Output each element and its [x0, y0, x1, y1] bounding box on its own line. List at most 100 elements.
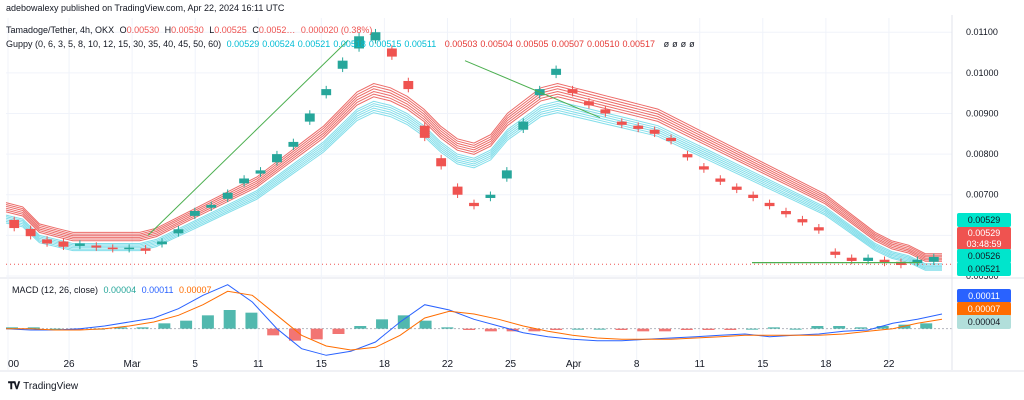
macd-histogram-bar	[332, 328, 345, 334]
guppy-fast-value-4: 0.00515	[368, 39, 402, 49]
candle-body	[436, 158, 447, 167]
time-tick-label: Mar	[124, 359, 142, 370]
macd-histogram-bar	[49, 328, 62, 330]
macd-histogram-bar	[550, 328, 563, 330]
guppy-slow-value-2: 0.00505	[515, 39, 549, 49]
macd-signal-value: 0.00007	[179, 285, 212, 295]
macd-histogram-bar	[441, 327, 454, 329]
candle-body	[600, 109, 611, 114]
candle-body	[222, 192, 233, 199]
published-line: adebowalexy published on TradingView.com…	[6, 3, 285, 13]
candle-body	[485, 194, 496, 198]
guppy-empty-value-0: ø	[663, 39, 670, 49]
time-tick-label: 00	[8, 359, 20, 370]
candle-body	[189, 210, 200, 216]
close-value: 0.0052…	[258, 25, 296, 35]
macd-histogram-bar	[245, 312, 258, 329]
macd-histogram-bar	[223, 310, 236, 329]
guppy-slow-value-1: 0.00504	[480, 39, 513, 49]
candle-body	[928, 256, 939, 262]
slow-ribbon-line	[5, 82, 942, 255]
close-label: C	[252, 25, 259, 35]
candle-body	[304, 113, 315, 122]
signal-line	[6, 290, 943, 351]
fast-guppy-tag: 0.00529	[957, 213, 1011, 227]
guppy-slow-value-4: 0.00510	[586, 39, 620, 49]
candle-body	[419, 125, 430, 138]
candle-body	[616, 121, 627, 125]
macd-histogram-bar	[920, 323, 933, 329]
macd-label[interactable]: MACD (12, 26, close)	[12, 285, 99, 295]
macd-histogram-bar	[593, 328, 606, 330]
macd-histogram-bar	[27, 327, 40, 329]
macd-histogram-bar	[702, 328, 715, 330]
symbol-name[interactable]: Tamadoge/Tether, 4h, OKX	[6, 25, 115, 35]
candle-body	[206, 204, 217, 208]
tradingview-brand[interactable]: 𝐓𝐕 TradingView	[8, 381, 78, 392]
macd-histogram-bar	[746, 328, 759, 330]
candle-body	[797, 219, 808, 223]
price-tick-label: 0.00800	[966, 149, 999, 159]
candle-body	[239, 178, 250, 184]
candle-body	[403, 80, 414, 90]
macd-histogram-bar	[659, 328, 671, 332]
macd-histogram-bar	[680, 328, 693, 330]
price-tick-label: 0.00500	[966, 271, 999, 281]
time-tick-label: 15	[757, 359, 769, 370]
rising-trendline	[147, 39, 349, 236]
candle-body	[140, 248, 151, 251]
guppy-ribbons	[5, 82, 942, 271]
open-label: O	[119, 25, 127, 35]
candle-body	[781, 210, 791, 215]
time-tick-label: 18	[379, 359, 391, 370]
brand-name: TradingView	[23, 381, 79, 392]
price-tick-label: 0.00700	[966, 190, 999, 200]
guppy-empty-value-2: ø	[680, 39, 687, 49]
candle-body	[830, 251, 841, 255]
candle-body	[9, 219, 20, 229]
fast-ribbon-line	[5, 112, 942, 271]
macd-line-tag: 0.00011	[957, 289, 1011, 303]
candle-body	[748, 194, 759, 198]
falling-trendline	[464, 60, 601, 119]
macd-signal-tag: 0.00007	[957, 302, 1011, 316]
last-price-tag: 0.00529 03:48:59	[957, 227, 1011, 250]
macd-histogram-bar	[180, 320, 193, 329]
open-value: 0.00530	[126, 25, 160, 35]
guppy-fast-value-1: 0.00524	[262, 39, 295, 49]
candle-body	[74, 243, 85, 246]
guppy-label[interactable]: Guppy (0, 6, 3, 5, 8, 10, 12, 15, 30, 35…	[6, 39, 222, 49]
time-tick-label: 26	[64, 359, 76, 370]
slow-ribbon-line	[5, 90, 942, 259]
time-tick-label: Apr	[566, 359, 582, 370]
candle-body	[469, 202, 479, 207]
candle-body	[42, 239, 52, 244]
macd-legend: MACD (12, 26, close) 0.00004 0.00011 0.0…	[12, 285, 215, 296]
macd-histogram-bar	[637, 328, 650, 332]
macd-histogram-bar	[767, 327, 780, 329]
candle-body	[863, 257, 874, 261]
guppy-empty-value-1: ø	[672, 39, 678, 49]
tradingview-logo-icon: 𝐓𝐕	[8, 381, 20, 392]
macd-panel	[5, 284, 952, 356]
candle-body	[551, 68, 562, 75]
candle-body	[354, 36, 364, 49]
macd-histogram-bar	[288, 328, 301, 341]
slow-guppy-tag-2: 0.00521	[957, 262, 1011, 276]
candle-body	[337, 60, 348, 69]
candle-body	[321, 89, 332, 96]
candle-body	[666, 137, 676, 142]
high-value: 0.00530	[171, 25, 204, 35]
time-tick-label: 25	[505, 359, 517, 370]
candle-body	[272, 154, 282, 163]
candle-body	[682, 154, 693, 158]
slow-guppy-tag-1: 0.00526	[957, 249, 1011, 263]
candles	[9, 28, 939, 269]
macd-histogram-bar	[114, 327, 127, 329]
macd-histogram-bar	[6, 327, 18, 329]
candle-body	[386, 48, 397, 57]
candle-countdown: 03:48:59	[966, 239, 1002, 249]
macd-histogram-bar	[571, 328, 584, 330]
price-tick-label: 0.01100	[966, 27, 998, 37]
